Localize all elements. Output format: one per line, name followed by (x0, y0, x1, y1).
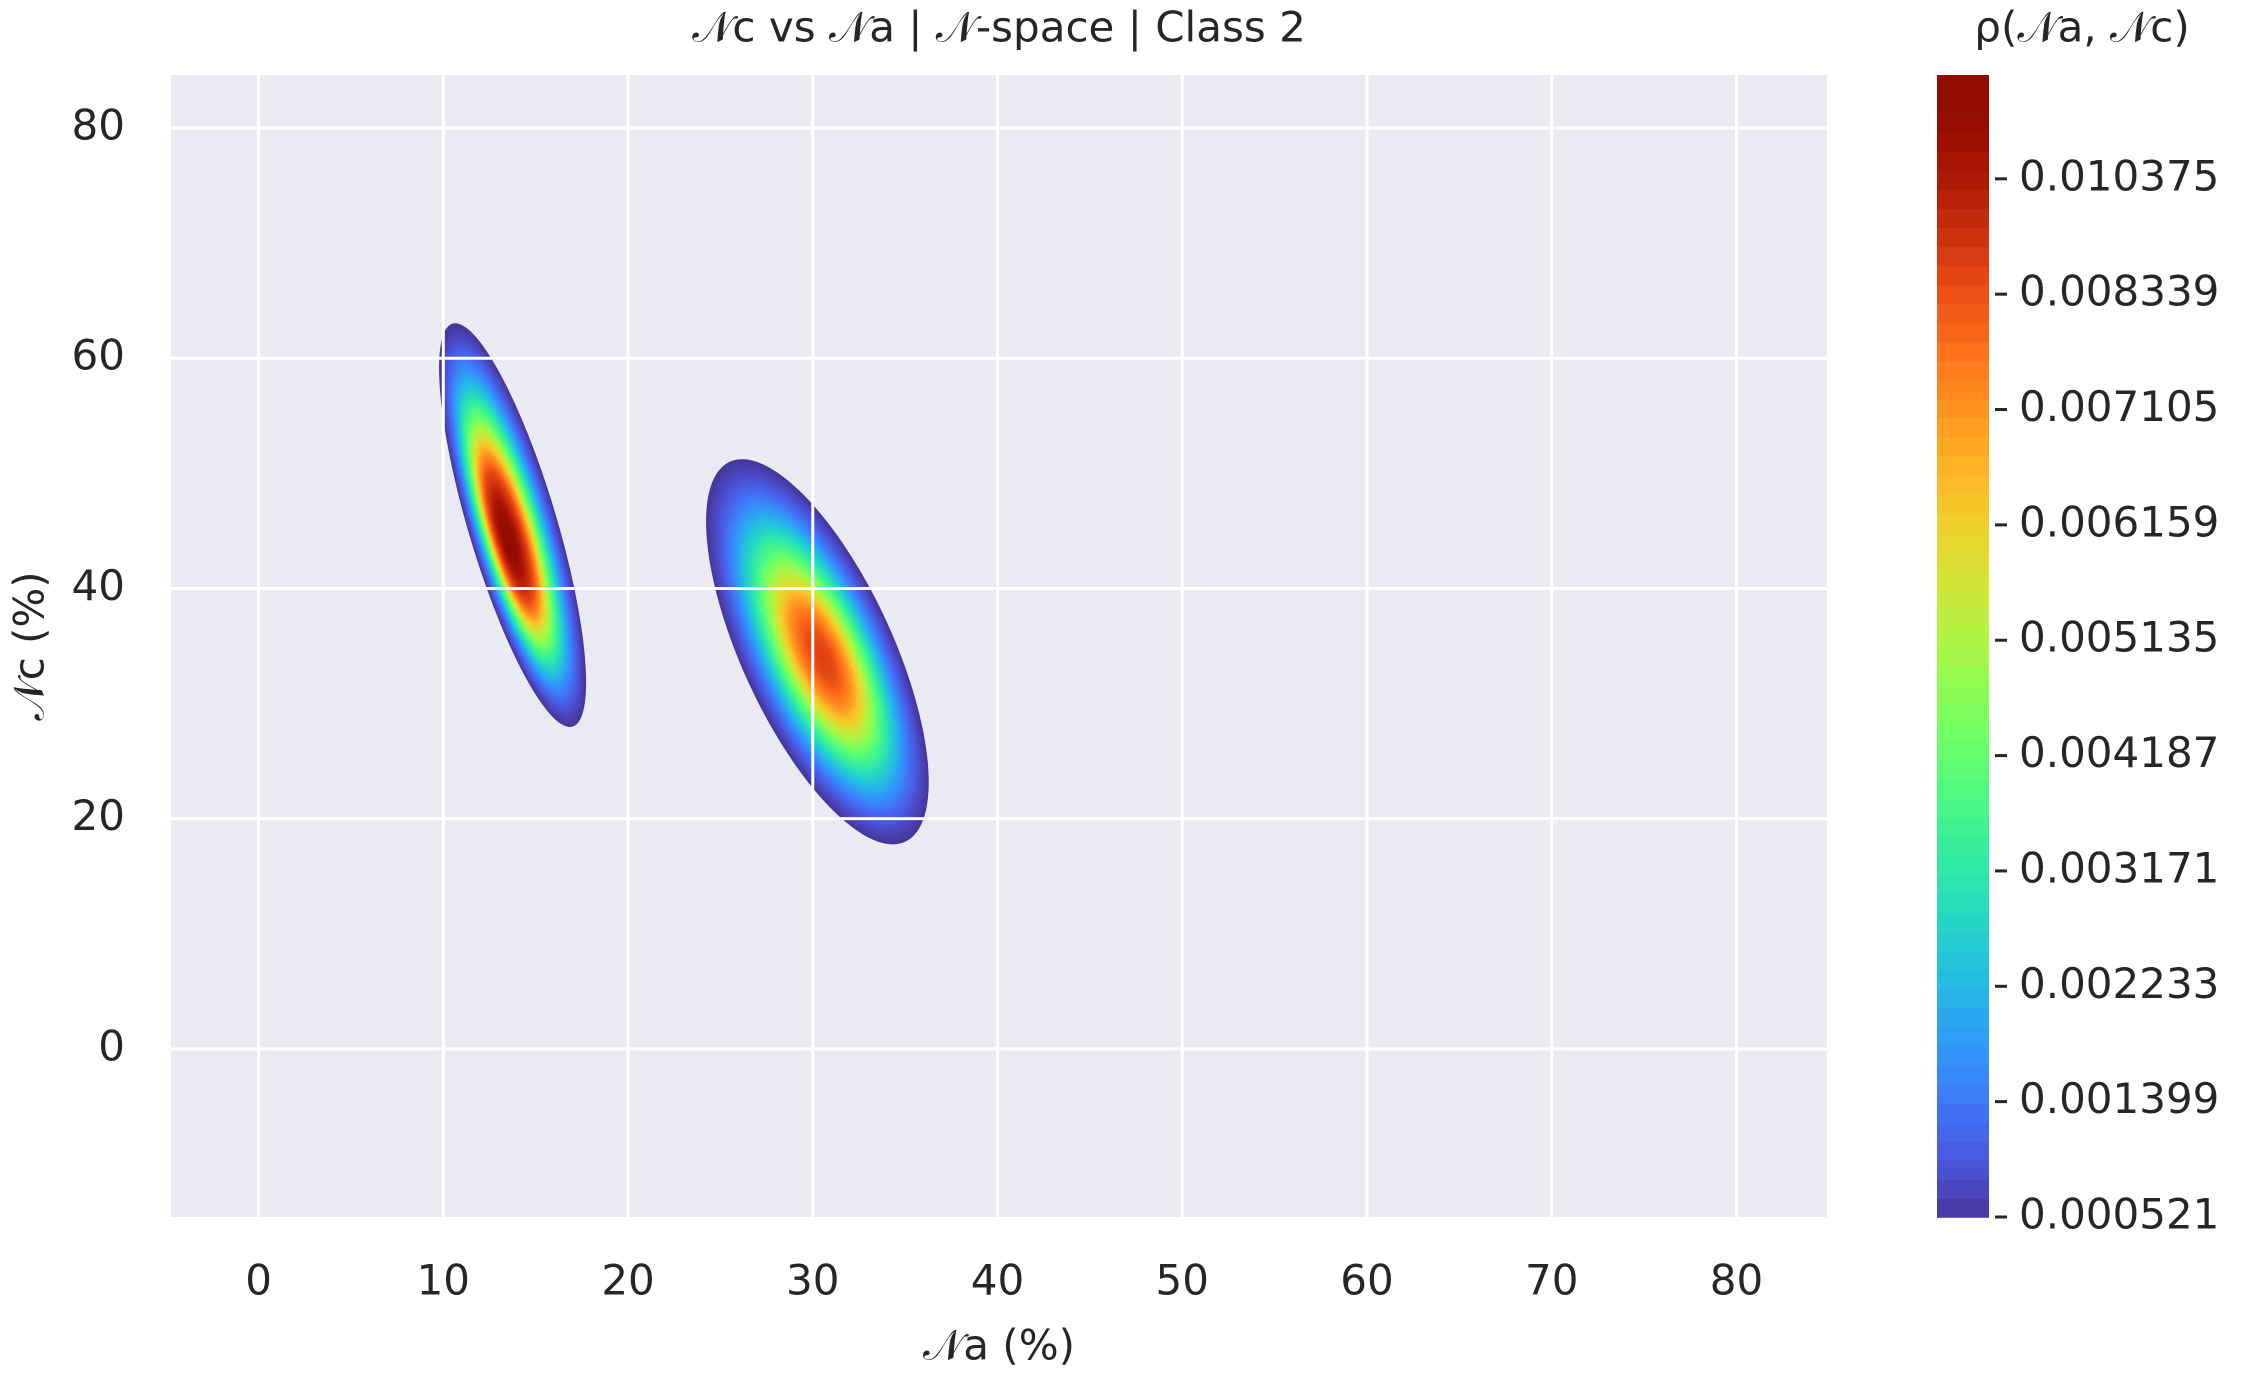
colorbar-band (1937, 779, 1989, 800)
colorbar-band (1937, 493, 1989, 514)
colorbar-band (1937, 798, 1989, 819)
colorbar-band (1937, 550, 1989, 571)
colorbar-band (1937, 1045, 1989, 1066)
colorbar-band (1937, 360, 1989, 381)
colorbar-band (1937, 988, 1989, 1009)
colorbar-band (1937, 874, 1989, 895)
colorbar-band (1937, 626, 1989, 647)
chart-title: 𝒩c vs 𝒩a | 𝒩-space | Class 2 (692, 3, 1306, 52)
y-tick-label: 60 (72, 331, 125, 380)
colorbar-tick-label: 0.010375 (2019, 151, 2219, 200)
colorbar-band (1937, 1007, 1989, 1028)
x-tick-label: 10 (417, 1256, 470, 1305)
colorbar-band (1937, 684, 1989, 704)
colorbar-band (1937, 893, 1989, 914)
colorbar-band (1937, 417, 1989, 438)
colorbar-band (1937, 474, 1989, 495)
y-tick-label: 20 (72, 791, 125, 840)
colorbar-band (1937, 531, 1989, 552)
colorbar-band (1937, 741, 1989, 761)
colorbar-band (1937, 760, 1989, 781)
colorbar-band (1937, 75, 1989, 95)
colorbar-tick-label: 0.006159 (2019, 497, 2219, 546)
x-tick-label: 70 (1525, 1256, 1578, 1305)
colorbar-band (1937, 1178, 1989, 1199)
y-tick-label: 0 (98, 1021, 125, 1070)
colorbar-band (1937, 284, 1989, 305)
x-tick-label: 80 (1710, 1256, 1763, 1305)
colorbar-band (1937, 950, 1989, 971)
x-tick-label: 0 (245, 1256, 272, 1305)
colorbar-band (1937, 341, 1989, 362)
colorbar-band (1937, 113, 1989, 133)
colorbar-band (1937, 1121, 1989, 1142)
colorbar-tick-label: 0.003171 (2019, 843, 2219, 892)
colorbar-band (1937, 1197, 1989, 1218)
colorbar-band (1937, 1064, 1989, 1085)
colorbar-band (1937, 265, 1989, 286)
colorbar-tick-label: 0.004187 (2019, 728, 2219, 777)
colorbar-band (1937, 588, 1989, 609)
colorbar-band (1937, 855, 1989, 876)
colorbar-band (1937, 1140, 1989, 1161)
colorbar-label: ρ(𝒩a, 𝒩c) (1974, 3, 2189, 52)
colorbar-band (1937, 246, 1989, 267)
colorbar-band (1937, 398, 1989, 419)
density-peak (819, 654, 826, 661)
colorbar-band (1937, 1159, 1989, 1180)
x-axis-label: 𝒩a (%) (923, 1321, 1075, 1370)
colorbar-tick-label: 0.001399 (2019, 1074, 2219, 1123)
colorbar-band (1937, 703, 1989, 723)
colorbar-tick-label: 0.000521 (2019, 1190, 2219, 1239)
colorbar-tick-label: 0.002233 (2019, 959, 2219, 1008)
colorbar-band (1937, 132, 1989, 152)
y-axis-label: 𝒩c (%) (5, 571, 54, 720)
x-tick-label: 50 (1156, 1256, 1209, 1305)
colorbar-band (1937, 151, 1989, 171)
y-tick-label: 40 (72, 561, 125, 610)
colorbar-tick-label: 0.007105 (2019, 382, 2219, 431)
colorbar-band (1937, 227, 1989, 248)
colorbar-band (1937, 607, 1989, 628)
colorbar-band (1937, 303, 1989, 324)
colorbar-band (1937, 646, 1989, 666)
colorbar-band (1937, 665, 1989, 685)
colorbar-band (1937, 1102, 1989, 1123)
colorbar-band (1937, 1083, 1989, 1104)
colorbar-band (1937, 208, 1989, 229)
colorbar-band (1937, 836, 1989, 857)
colorbar-tick-label: 0.008339 (2019, 267, 2219, 316)
density-peak (504, 539, 511, 546)
x-tick-label: 30 (786, 1256, 839, 1305)
x-tick-label: 60 (1340, 1256, 1393, 1305)
colorbar-band (1937, 379, 1989, 400)
colorbar-band (1937, 322, 1989, 343)
colorbar-band (1937, 170, 1989, 190)
x-tick-label: 40 (971, 1256, 1024, 1305)
colorbar-band (1937, 969, 1989, 990)
colorbar-band (1937, 512, 1989, 533)
colorbar-band (1937, 722, 1989, 742)
colorbar-band (1937, 931, 1989, 952)
y-tick-label: 80 (72, 100, 125, 149)
colorbar-tick-label: 0.005135 (2019, 613, 2219, 662)
colorbar-band (1937, 569, 1989, 590)
colorbar-band (1937, 912, 1989, 933)
x-tick-label: 20 (601, 1256, 654, 1305)
colorbar-band (1937, 94, 1989, 114)
colorbar-band (1937, 189, 1989, 210)
colorbar-band (1937, 455, 1989, 476)
colorbar-band (1937, 817, 1989, 838)
colorbar-band (1937, 436, 1989, 457)
colorbar-band (1937, 1026, 1989, 1047)
